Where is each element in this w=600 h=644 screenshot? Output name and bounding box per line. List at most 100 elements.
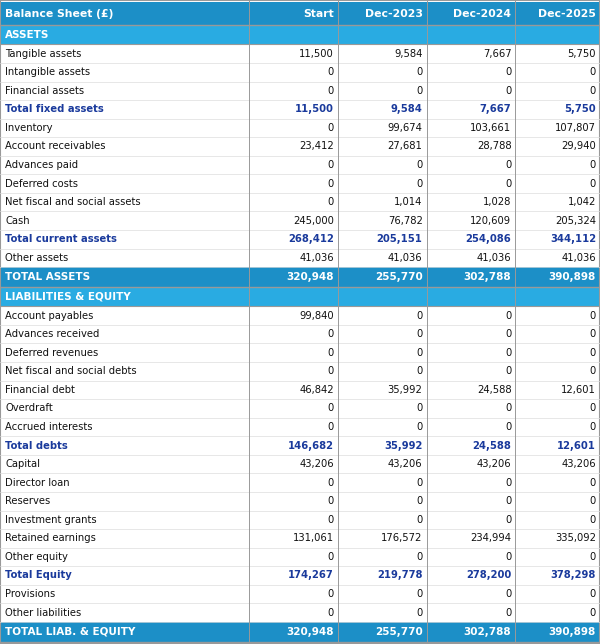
Text: 0: 0 bbox=[505, 348, 511, 358]
Text: 43,206: 43,206 bbox=[299, 459, 334, 469]
Text: Cash: Cash bbox=[5, 216, 29, 226]
Text: 0: 0 bbox=[590, 589, 596, 599]
Text: 12,601: 12,601 bbox=[557, 440, 596, 451]
Text: 7,667: 7,667 bbox=[480, 104, 511, 115]
Text: 0: 0 bbox=[416, 552, 422, 562]
Text: Dec-2024: Dec-2024 bbox=[454, 8, 511, 19]
Text: 0: 0 bbox=[416, 589, 422, 599]
Text: 0: 0 bbox=[505, 160, 511, 170]
Text: Retained earnings: Retained earnings bbox=[5, 533, 96, 544]
Text: 28,788: 28,788 bbox=[477, 142, 511, 151]
Text: Advances received: Advances received bbox=[5, 329, 100, 339]
Text: 0: 0 bbox=[505, 178, 511, 189]
Bar bbox=[0, 473, 600, 492]
Text: 146,682: 146,682 bbox=[288, 440, 334, 451]
Text: 0: 0 bbox=[505, 366, 511, 376]
Bar bbox=[0, 2, 600, 25]
Text: Deferred costs: Deferred costs bbox=[5, 178, 78, 189]
Text: 9,584: 9,584 bbox=[391, 104, 422, 115]
Text: 5,750: 5,750 bbox=[568, 49, 596, 59]
Text: 35,992: 35,992 bbox=[384, 440, 422, 451]
Text: 0: 0 bbox=[590, 67, 596, 77]
Text: 0: 0 bbox=[328, 607, 334, 618]
Text: Balance Sheet (£): Balance Sheet (£) bbox=[5, 8, 113, 19]
Text: 219,778: 219,778 bbox=[377, 571, 422, 580]
Bar bbox=[0, 175, 600, 193]
Text: 41,036: 41,036 bbox=[388, 253, 422, 263]
Text: 23,412: 23,412 bbox=[299, 142, 334, 151]
Text: 24,588: 24,588 bbox=[477, 385, 511, 395]
Text: 11,500: 11,500 bbox=[299, 49, 334, 59]
Bar bbox=[0, 82, 600, 100]
Text: 0: 0 bbox=[590, 366, 596, 376]
Text: Capital: Capital bbox=[5, 459, 40, 469]
Text: 41,036: 41,036 bbox=[299, 253, 334, 263]
Text: 255,770: 255,770 bbox=[375, 627, 422, 637]
Text: 268,412: 268,412 bbox=[288, 234, 334, 244]
Text: 120,609: 120,609 bbox=[470, 216, 511, 226]
Text: 0: 0 bbox=[590, 86, 596, 96]
Text: 0: 0 bbox=[590, 348, 596, 358]
Text: Other equity: Other equity bbox=[5, 552, 68, 562]
Text: 205,324: 205,324 bbox=[555, 216, 596, 226]
Bar bbox=[0, 325, 600, 343]
Text: TOTAL ASSETS: TOTAL ASSETS bbox=[5, 272, 90, 282]
Text: 0: 0 bbox=[328, 478, 334, 488]
Text: 245,000: 245,000 bbox=[293, 216, 334, 226]
Text: 0: 0 bbox=[328, 366, 334, 376]
Text: 12,601: 12,601 bbox=[561, 385, 596, 395]
Text: 0: 0 bbox=[416, 178, 422, 189]
Text: 0: 0 bbox=[416, 607, 422, 618]
Bar bbox=[0, 118, 600, 137]
Text: Tangible assets: Tangible assets bbox=[5, 49, 82, 59]
Bar bbox=[0, 399, 600, 418]
Bar bbox=[0, 529, 600, 547]
Bar bbox=[0, 511, 600, 529]
Bar bbox=[0, 307, 600, 325]
Text: 0: 0 bbox=[505, 422, 511, 432]
Text: 0: 0 bbox=[505, 552, 511, 562]
Text: 0: 0 bbox=[505, 329, 511, 339]
Text: 43,206: 43,206 bbox=[477, 459, 511, 469]
Text: 0: 0 bbox=[328, 178, 334, 189]
Text: 0: 0 bbox=[416, 329, 422, 339]
Bar bbox=[0, 267, 600, 287]
Text: Other assets: Other assets bbox=[5, 253, 68, 263]
Bar bbox=[0, 547, 600, 566]
Text: 0: 0 bbox=[505, 497, 511, 506]
Text: ASSETS: ASSETS bbox=[5, 30, 49, 40]
Bar bbox=[0, 63, 600, 82]
Text: 99,674: 99,674 bbox=[388, 123, 422, 133]
Text: 107,807: 107,807 bbox=[555, 123, 596, 133]
Text: LIABILITIES & EQUITY: LIABILITIES & EQUITY bbox=[5, 292, 131, 302]
Bar bbox=[0, 156, 600, 175]
Text: Total fixed assets: Total fixed assets bbox=[5, 104, 104, 115]
Text: 0: 0 bbox=[505, 310, 511, 321]
Text: Other liabilities: Other liabilities bbox=[5, 607, 81, 618]
Text: Total current assets: Total current assets bbox=[5, 234, 117, 244]
Text: 0: 0 bbox=[590, 607, 596, 618]
Text: 278,200: 278,200 bbox=[466, 571, 511, 580]
Text: Financial assets: Financial assets bbox=[5, 86, 84, 96]
Text: 0: 0 bbox=[416, 86, 422, 96]
Text: Total debts: Total debts bbox=[5, 440, 68, 451]
Text: 254,086: 254,086 bbox=[466, 234, 511, 244]
Text: 0: 0 bbox=[505, 403, 511, 413]
Text: 302,788: 302,788 bbox=[464, 272, 511, 282]
Bar bbox=[0, 193, 600, 211]
Text: 320,948: 320,948 bbox=[286, 272, 334, 282]
Text: 0: 0 bbox=[590, 403, 596, 413]
Text: Dec-2025: Dec-2025 bbox=[538, 8, 596, 19]
Bar bbox=[0, 287, 600, 307]
Text: 0: 0 bbox=[590, 310, 596, 321]
Text: 0: 0 bbox=[328, 552, 334, 562]
Text: 0: 0 bbox=[590, 422, 596, 432]
Text: 0: 0 bbox=[416, 515, 422, 525]
Text: 0: 0 bbox=[416, 366, 422, 376]
Text: 0: 0 bbox=[416, 310, 422, 321]
Text: 0: 0 bbox=[416, 160, 422, 170]
Text: 41,036: 41,036 bbox=[562, 253, 596, 263]
Text: 0: 0 bbox=[328, 515, 334, 525]
Text: 99,840: 99,840 bbox=[299, 310, 334, 321]
Text: 0: 0 bbox=[590, 478, 596, 488]
